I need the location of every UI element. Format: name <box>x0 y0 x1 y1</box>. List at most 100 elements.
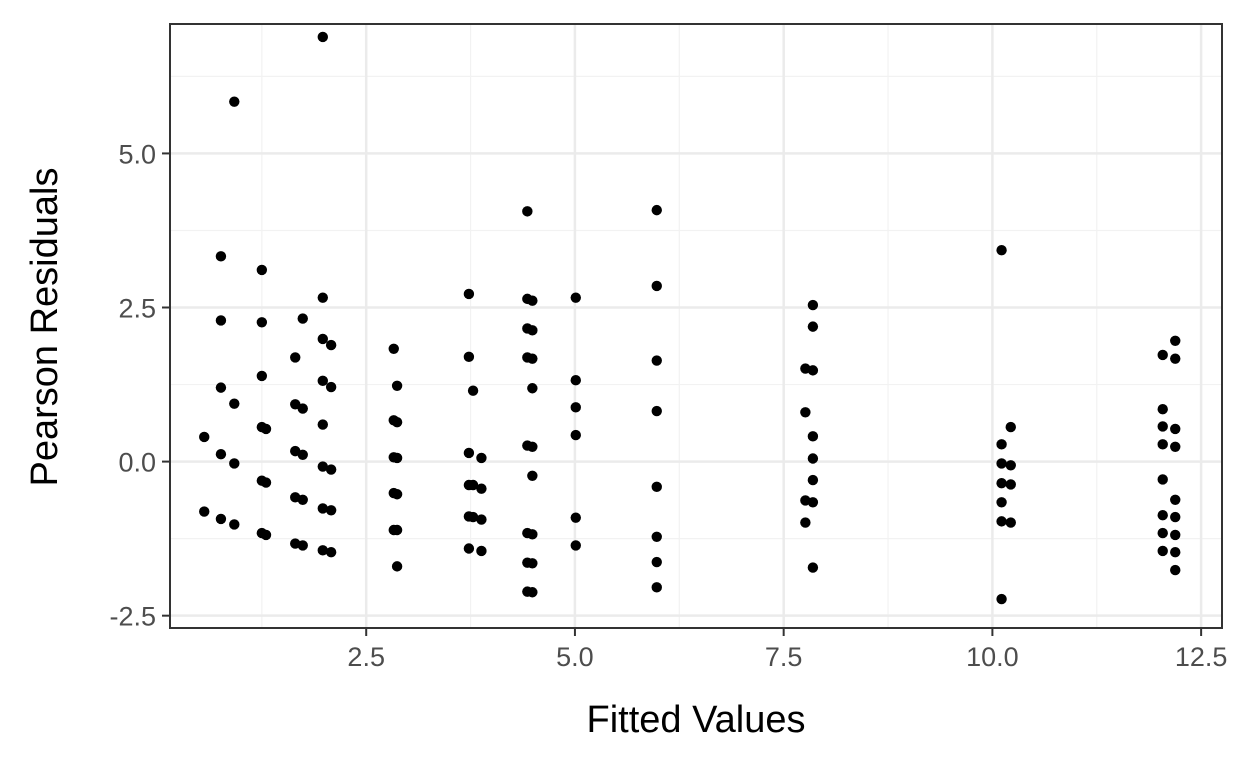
data-point <box>1170 353 1181 364</box>
data-point <box>476 483 487 494</box>
data-point <box>229 96 240 107</box>
x-tick-label: 5.0 <box>556 642 594 672</box>
data-point <box>317 503 328 514</box>
data-point <box>325 339 337 351</box>
data-point <box>317 545 328 556</box>
data-point <box>996 497 1007 508</box>
data-point <box>256 370 268 382</box>
data-point <box>651 355 662 366</box>
data-point <box>260 529 272 541</box>
data-point <box>527 470 538 481</box>
x-tick-label: 12.5 <box>1175 642 1228 672</box>
data-point <box>215 513 227 525</box>
data-point <box>807 299 819 311</box>
data-point <box>527 353 538 364</box>
data-point <box>317 419 328 430</box>
data-point <box>1170 511 1181 523</box>
data-point <box>807 431 819 442</box>
data-point <box>229 458 240 469</box>
data-point <box>1005 421 1016 433</box>
data-point <box>1157 439 1168 450</box>
data-point <box>297 403 308 414</box>
data-point <box>290 399 301 410</box>
data-point <box>1157 404 1168 415</box>
data-point <box>467 479 479 491</box>
panel-border <box>169 23 1223 629</box>
data-point <box>570 429 581 441</box>
data-point <box>996 439 1007 450</box>
data-point <box>463 543 475 554</box>
data-point <box>290 352 301 363</box>
data-point <box>1157 510 1168 521</box>
data-point <box>800 517 811 528</box>
y-tick-label: -2.5 <box>109 602 156 632</box>
data-point <box>996 477 1007 489</box>
data-point <box>807 321 819 332</box>
x-tick-label: 7.5 <box>765 642 803 672</box>
data-point <box>651 582 662 593</box>
data-point <box>215 315 227 326</box>
data-point <box>522 206 533 217</box>
data-point <box>1170 441 1181 452</box>
data-point <box>199 431 210 443</box>
data-point <box>391 524 403 536</box>
data-point <box>391 561 403 572</box>
data-point <box>996 516 1007 527</box>
data-point <box>199 506 210 517</box>
data-point <box>527 383 538 394</box>
data-point <box>256 264 268 276</box>
data-point <box>391 452 403 464</box>
data-point <box>463 447 475 459</box>
data-point <box>807 497 819 508</box>
data-point <box>391 489 403 500</box>
data-point <box>1170 529 1181 541</box>
major-gridlines <box>170 24 1222 628</box>
x-tick-label: 10.0 <box>966 642 1019 672</box>
data-point <box>463 288 475 300</box>
data-point <box>215 382 227 393</box>
data-point <box>463 351 475 363</box>
data-point <box>260 477 272 488</box>
data-point <box>651 481 662 493</box>
y-axis-title: Pearson Residuals <box>24 168 66 487</box>
data-point <box>651 204 662 216</box>
data-point <box>1005 479 1016 490</box>
data-point <box>215 448 227 460</box>
data-point <box>996 458 1007 469</box>
data-point <box>651 531 662 542</box>
data-point <box>1170 335 1181 346</box>
data-point <box>215 251 227 262</box>
data-point <box>807 474 819 486</box>
y-axis-ticks: -2.5 0.0 2.5 5.0 <box>109 139 170 632</box>
data-point <box>570 512 581 523</box>
data-point <box>256 317 268 328</box>
data-point <box>297 449 308 461</box>
y-tick-label: 2.5 <box>118 294 156 324</box>
data-point <box>807 453 819 464</box>
data-point <box>807 365 819 376</box>
data-point <box>317 375 328 387</box>
x-axis-ticks: 2.5 5.0 7.5 10.0 12.5 <box>347 628 1227 672</box>
data-point <box>467 511 479 523</box>
data-point <box>1170 546 1181 558</box>
data-point <box>260 423 272 435</box>
x-axis-title: Fitted Values <box>587 699 806 741</box>
data-point <box>1157 527 1168 539</box>
data-point <box>1170 564 1181 576</box>
data-point <box>651 405 662 417</box>
minor-gridlines <box>170 24 1222 628</box>
data-point <box>1157 545 1168 557</box>
data-point <box>1005 517 1016 528</box>
data-point <box>317 461 328 472</box>
data-point <box>800 407 811 418</box>
data-point <box>651 280 662 292</box>
data-point <box>391 416 403 428</box>
data-point <box>317 31 328 43</box>
data-point <box>325 381 337 393</box>
data-point <box>325 505 337 516</box>
data-point <box>570 540 581 551</box>
data-point <box>527 441 538 452</box>
data-point <box>229 398 240 409</box>
data-point <box>476 514 487 525</box>
data-point <box>570 375 581 386</box>
